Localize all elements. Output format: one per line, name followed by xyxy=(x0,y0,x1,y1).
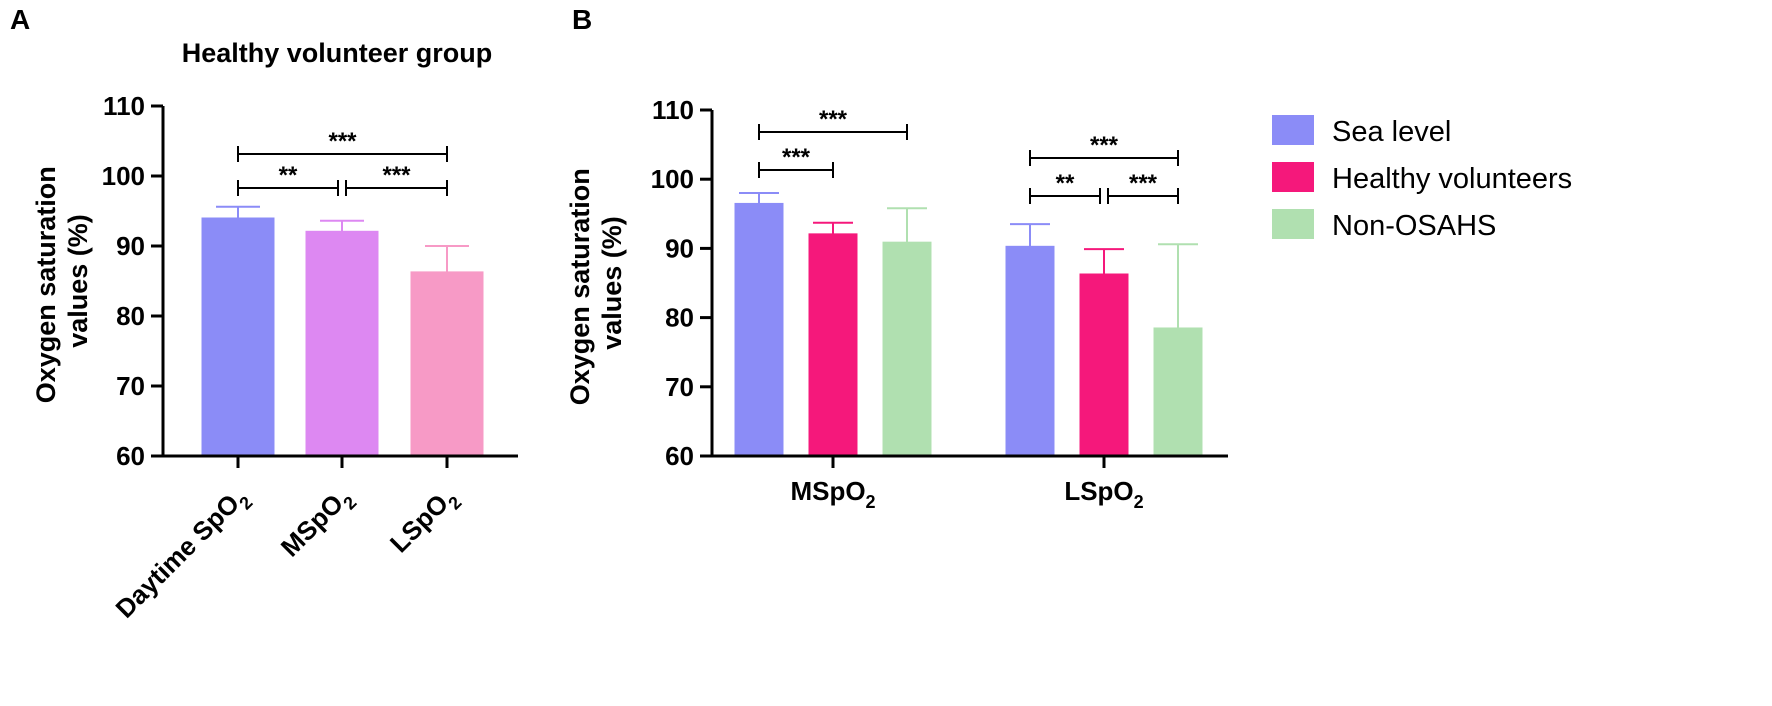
axis-b-ytick-label: 100 xyxy=(651,164,694,194)
panel-b-letter: B xyxy=(572,4,592,35)
bar-b-s1-g1 xyxy=(1079,273,1129,457)
legend-swatch-0 xyxy=(1272,115,1314,145)
legend-label-2: Non-OSAHS xyxy=(1332,210,1496,242)
legend-swatch-2 xyxy=(1272,209,1314,239)
legend-swatch-1 xyxy=(1272,162,1314,192)
axis-b-ytick-label: 80 xyxy=(665,303,694,333)
xtick-label-b-0: MSpO2 xyxy=(790,476,875,512)
bar-b-s0-g0 xyxy=(734,202,784,457)
xtick-label-a-0-base: Daytime SpO xyxy=(110,488,246,624)
panel-a-ylabel: Oxygen saturation values (%) xyxy=(31,159,93,404)
bar-b-s2-g1 xyxy=(1153,327,1203,457)
sig-b-0-label: *** xyxy=(819,106,848,133)
panel-b-ylabel: Oxygen saturation values (%) xyxy=(565,161,627,406)
sig-b-1-label: *** xyxy=(782,144,811,171)
xtick-label-b-1-base: LSpO xyxy=(1064,476,1133,506)
panel-a-letter: A xyxy=(10,4,30,35)
axis-a-ytick-label: 80 xyxy=(116,301,145,331)
axis-a-ytick-label: 60 xyxy=(116,441,145,471)
axis-a-ytick-label: 100 xyxy=(102,161,145,191)
sig-a-0-label: *** xyxy=(328,128,357,155)
xtick-label-b-0-base: MSpO xyxy=(790,476,865,506)
axis-a-ytick-label: 70 xyxy=(116,371,145,401)
bar-a-0 xyxy=(201,217,275,457)
panel-a-title: Healthy volunteer group xyxy=(182,38,493,68)
bar-b-s0-g1 xyxy=(1005,245,1055,457)
panel-b-ylabel-line1: Oxygen saturation xyxy=(565,168,595,405)
sig-b-2-label: *** xyxy=(1090,132,1119,159)
xtick-label-b-0-sub: 2 xyxy=(866,492,876,512)
legend-label-0: Sea level xyxy=(1332,116,1451,148)
axis-b-ytick-label: 90 xyxy=(665,233,694,263)
xtick-label-a-2-base: LSpO xyxy=(384,488,454,558)
xtick-label-a-2: LSpO2 xyxy=(384,481,466,563)
axis-b-ytick-label: 60 xyxy=(665,441,694,471)
bar-b-s2-g0 xyxy=(882,241,932,457)
xtick-label-a-1-base: MSpO xyxy=(275,488,349,562)
panel-a-ylabel-line1: Oxygen saturation xyxy=(31,166,61,403)
panel-b-ylabel-line2: values (%) xyxy=(597,216,627,350)
axis-a-ytick-label: 110 xyxy=(103,91,145,121)
sig-a-1-label: ** xyxy=(279,162,298,189)
sig-b-3-label: ** xyxy=(1056,170,1075,197)
panel-a-ylabel-line2: values (%) xyxy=(63,214,93,348)
legend-label-1: Healthy volunteers xyxy=(1332,163,1572,195)
xtick-label-b-1-sub: 2 xyxy=(1134,492,1144,512)
xtick-label-a-1: MSpO2 xyxy=(275,481,361,567)
bar-a-1 xyxy=(305,230,379,457)
xtick-label-b-1: LSpO2 xyxy=(1064,476,1143,512)
axis-b-ytick-label: 70 xyxy=(665,372,694,402)
axis-b-ytick-label: 110 xyxy=(652,95,694,125)
xtick-label-a-0: Daytime SpO2 xyxy=(110,481,257,628)
axis-a-ytick-label: 90 xyxy=(116,231,145,261)
sig-b-4-label: *** xyxy=(1129,170,1158,197)
panel-b-legend: Sea level Healthy volunteers Non-OSAHS xyxy=(1272,115,1572,242)
bar-b-s1-g0 xyxy=(808,233,858,457)
bar-a-2 xyxy=(410,271,484,457)
sig-a-2-label: *** xyxy=(382,162,411,189)
